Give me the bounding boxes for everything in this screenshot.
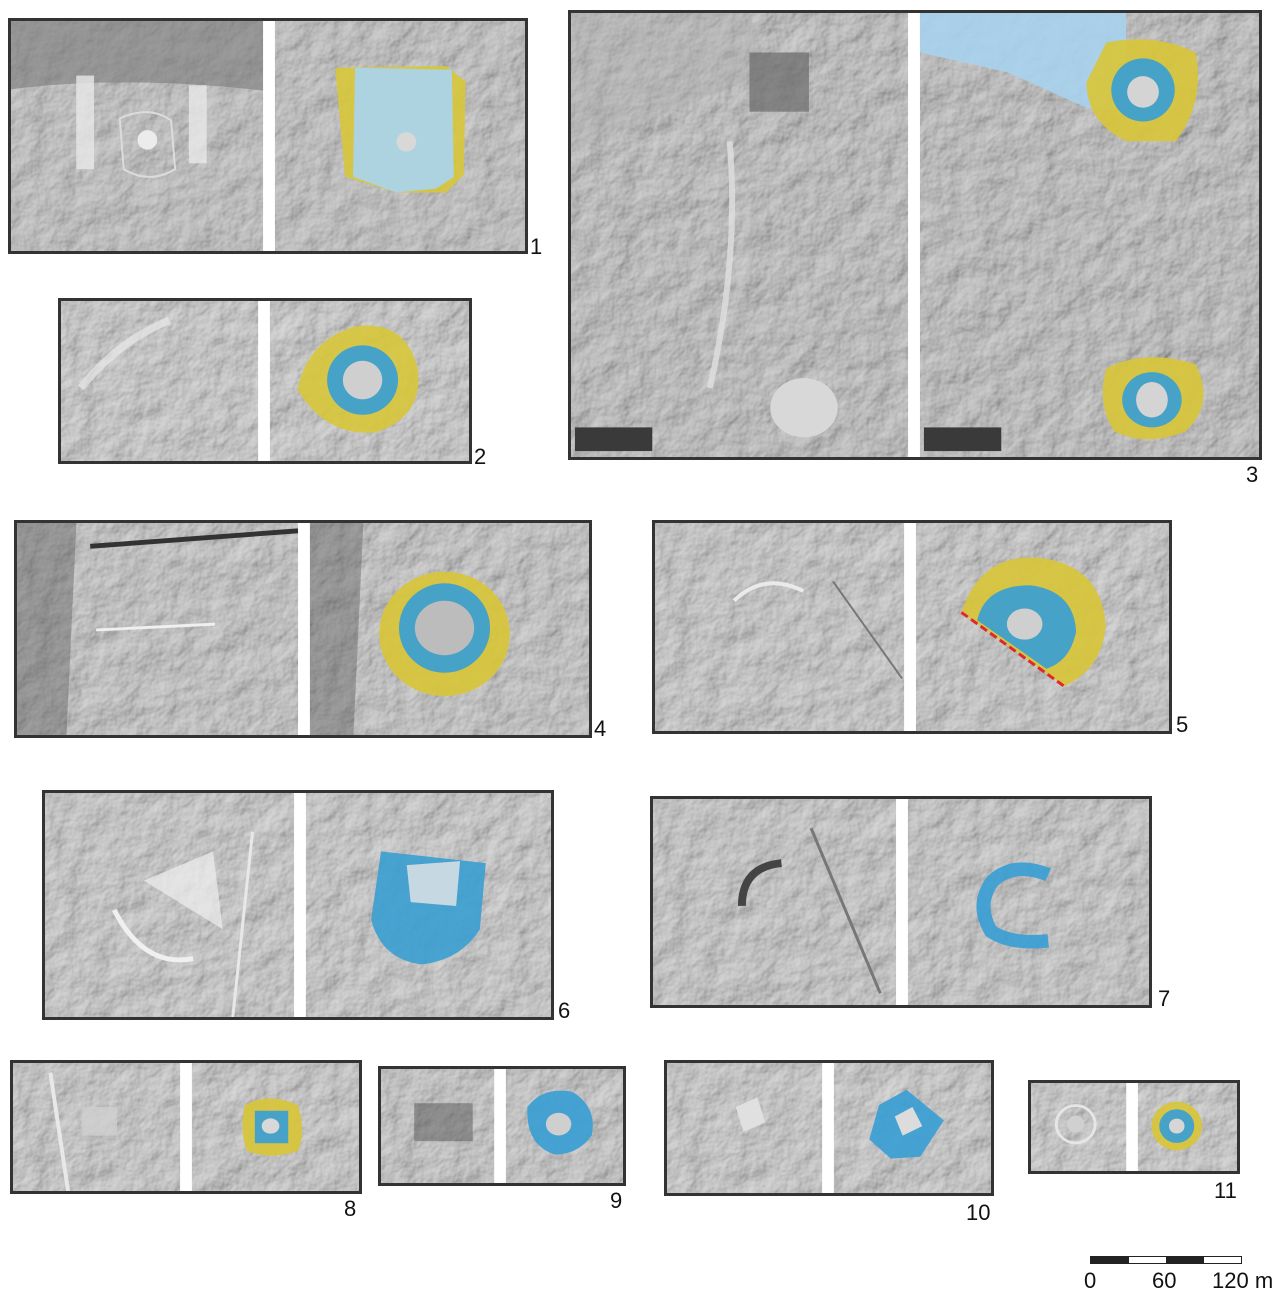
panel-number-7: 7: [1158, 986, 1171, 1011]
lidar-hillshade-10: [667, 1063, 991, 1193]
panel-number-9: 9: [610, 1188, 623, 1213]
panel-4: [14, 520, 592, 738]
panel-number-11: 11: [1214, 1178, 1237, 1203]
lidar-hillshade-7: [653, 799, 1149, 1005]
panel-number-6: 6: [558, 998, 571, 1023]
panel-number-5: 5: [1176, 712, 1189, 737]
scale-tick-60: 60: [1152, 1268, 1177, 1293]
scale-tick-120: 120 m: [1212, 1268, 1274, 1293]
panel-9: [378, 1066, 626, 1186]
scale-segment: [1128, 1257, 1166, 1263]
panel-number-10: 10: [966, 1200, 991, 1225]
panel-10: [664, 1060, 994, 1196]
panel-2: [58, 298, 472, 464]
scale-segment: [1203, 1257, 1241, 1263]
lidar-hillshade-8: [13, 1063, 359, 1191]
scale-tick-0: 0: [1084, 1268, 1097, 1293]
lidar-hillshade-5: [655, 523, 1169, 731]
panel-5: [652, 520, 1172, 734]
panel-number-2: 2: [474, 444, 487, 469]
lidar-hillshade-6: [45, 793, 551, 1017]
panel-number-1: 1: [530, 234, 543, 259]
panel-8: [10, 1060, 362, 1194]
panel-1: 1: [8, 18, 528, 254]
lidar-hillshade-2: [61, 301, 469, 461]
lidar-hillshade-1: [11, 21, 525, 251]
panel-number-8: 8: [344, 1196, 357, 1221]
panel-11: [1028, 1080, 1240, 1174]
scale-segment: [1091, 1257, 1129, 1263]
lidar-hillshade-3: [571, 13, 1259, 457]
lidar-hillshade-9: [381, 1069, 623, 1183]
panel-7: [650, 796, 1152, 1008]
scale-bar: [1090, 1256, 1242, 1264]
lidar-hillshade-4: [17, 523, 589, 735]
panel-3: [568, 10, 1262, 460]
scale-segment: [1166, 1257, 1204, 1263]
lidar-hillshade-11: [1031, 1083, 1237, 1171]
panel-6: [42, 790, 554, 1020]
panel-number-3: 3: [1246, 462, 1259, 487]
panel-number-4: 4: [594, 716, 607, 741]
